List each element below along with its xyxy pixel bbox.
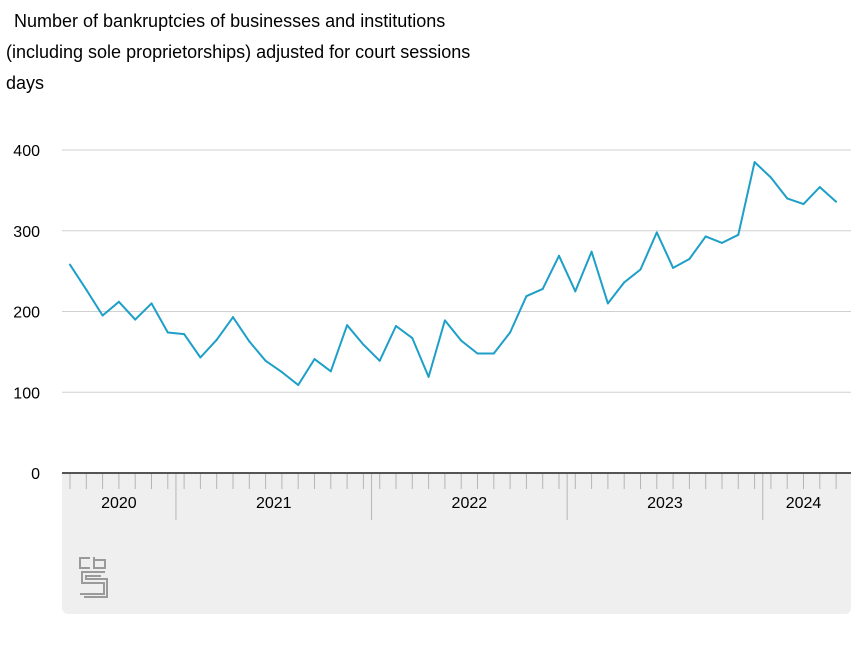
- data-point: [769, 176, 772, 179]
- y-tick-label: 200: [13, 305, 40, 322]
- data-point: [688, 258, 691, 261]
- data-point: [590, 250, 593, 253]
- series-line: [69, 161, 837, 386]
- data-point: [525, 295, 528, 298]
- data-point: [476, 352, 479, 355]
- axis-panel-top: [62, 474, 851, 482]
- y-tick-label: 0: [31, 466, 40, 483]
- data-point: [623, 281, 626, 284]
- chart-title-line-2: (including sole proprietorships) adjuste…: [6, 42, 471, 62]
- cbs-logo-icon: [79, 557, 108, 598]
- data-point: [737, 233, 740, 236]
- data-point: [704, 235, 707, 238]
- data-point: [134, 318, 137, 321]
- data-point: [378, 359, 381, 362]
- data-point: [183, 333, 186, 336]
- y-axis: 0 100 200 300 400: [13, 143, 40, 483]
- x-year-label: 2024: [786, 495, 822, 512]
- data-point: [346, 324, 349, 327]
- gridlines: [62, 149, 851, 393]
- series-points: [69, 161, 838, 386]
- data-point: [297, 383, 300, 386]
- data-point: [69, 263, 71, 266]
- data-point: [395, 325, 397, 328]
- data-point: [574, 290, 577, 293]
- data-point: [721, 241, 723, 244]
- axis-panel: [62, 474, 851, 614]
- data-point: [443, 319, 446, 322]
- data-point: [199, 356, 202, 359]
- data-point: [818, 186, 821, 189]
- data-point: [460, 339, 463, 342]
- y-tick-label: 400: [13, 143, 40, 160]
- data-point: [232, 316, 234, 319]
- data-point: [639, 268, 642, 271]
- x-axis: 2020 2021 2022 2023 2024: [69, 474, 837, 520]
- data-point: [101, 314, 104, 317]
- data-point: [313, 358, 316, 361]
- data-point: [166, 331, 169, 334]
- data-point: [655, 231, 658, 234]
- data-point: [753, 161, 756, 164]
- data-point: [329, 370, 332, 373]
- data-point: [802, 203, 805, 206]
- data-point: [835, 200, 838, 203]
- chart-title: Number of bankruptcies of businesses and…: [6, 6, 566, 99]
- data-point: [672, 266, 675, 269]
- data-point: [427, 375, 430, 378]
- data-point: [264, 359, 267, 362]
- data-point: [606, 302, 609, 305]
- data-point: [492, 352, 495, 355]
- data-point: [248, 340, 251, 343]
- data-point: [786, 197, 789, 200]
- x-year-label: 2020: [101, 495, 137, 512]
- x-year-label: 2022: [452, 495, 488, 512]
- data-point: [150, 302, 153, 305]
- data-point: [558, 254, 560, 257]
- data-point: [509, 331, 512, 334]
- x-year-label: 2021: [256, 495, 292, 512]
- y-tick-label: 300: [13, 224, 40, 241]
- chart-title-line-3: days: [6, 73, 45, 93]
- chart-title-line-1: Number of bankruptcies of businesses and…: [14, 11, 446, 31]
- data-point: [215, 338, 218, 341]
- data-point: [362, 343, 365, 346]
- data-point: [85, 288, 88, 291]
- x-year-label: 2023: [647, 495, 683, 512]
- data-point: [117, 300, 120, 303]
- data-point: [411, 337, 414, 340]
- y-tick-label: 100: [13, 385, 40, 402]
- data-point: [541, 287, 544, 290]
- data-point: [280, 371, 283, 374]
